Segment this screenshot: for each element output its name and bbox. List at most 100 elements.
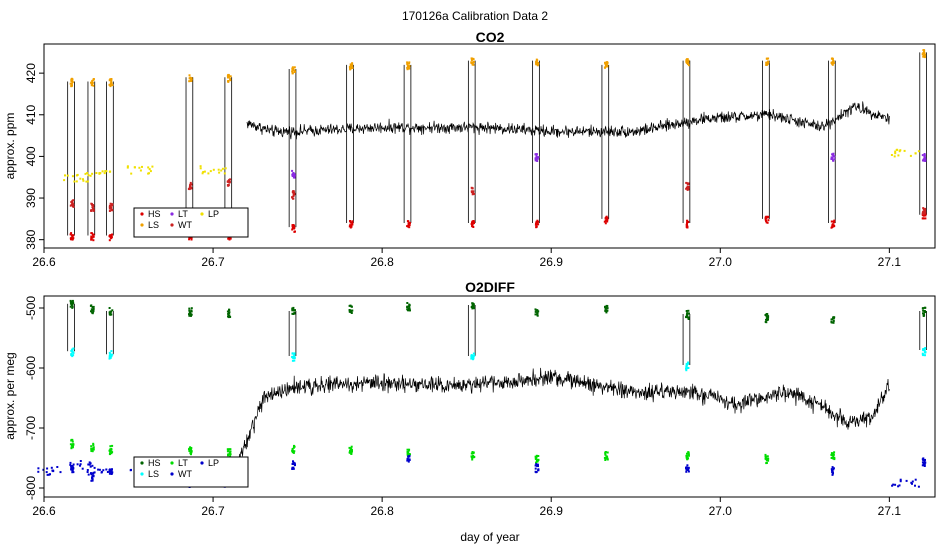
co2-ls-point <box>90 78 95 87</box>
o2diff-lp-point <box>69 460 94 470</box>
co2-ls-point <box>830 57 835 66</box>
o2diff-hs-sample <box>188 307 191 310</box>
co2-hs-sample <box>350 225 353 228</box>
o2diff-wt-point <box>70 465 75 474</box>
co2-ls-sample <box>686 58 689 61</box>
co2-ls-sample <box>470 59 473 62</box>
o2diff-lt-sample <box>70 446 73 449</box>
co2-lp-sample <box>199 165 202 168</box>
co2-ls-sample <box>408 67 411 70</box>
o2diff-legend-label: WT <box>178 469 192 479</box>
co2-wt-point <box>187 181 193 191</box>
co2-lp-sample <box>82 178 84 181</box>
o2diff-hs-sample <box>472 302 474 305</box>
o2diff-wt-sample <box>831 473 834 476</box>
co2-ls-sample <box>188 74 191 77</box>
co2-lt-sample <box>291 175 294 177</box>
o2diff-x-tick-label: 27.0 <box>709 504 733 518</box>
o2diff-wt-sample <box>924 461 927 464</box>
o2diff-hs-sample <box>767 318 769 321</box>
o2diff-hs-sample <box>606 307 609 310</box>
co2-hs-sample <box>90 238 93 241</box>
co2-hs-sample <box>108 235 111 238</box>
co2-hs-sample <box>764 217 767 219</box>
co2-ls-sample <box>189 80 192 82</box>
o2diff-lt-sample <box>535 460 538 463</box>
co2-hs-sample <box>407 222 410 225</box>
o2diff-wt-sample <box>923 460 926 463</box>
o2diff-lt-sample <box>830 453 833 456</box>
co2-hs-point <box>348 220 354 229</box>
co2-hs-point <box>685 219 690 229</box>
co2-lt-sample <box>534 153 537 156</box>
co2-hs-sample <box>831 224 834 227</box>
o2diff-hs-sample <box>408 305 411 308</box>
o2diff-lp-sample <box>899 480 902 483</box>
o2diff-lp-sample <box>87 463 90 466</box>
co2-hs-sample <box>349 224 352 227</box>
co2-lp-point <box>126 165 154 175</box>
co2-ls-sample <box>605 64 607 67</box>
o2diff-ls-sample <box>110 350 113 353</box>
co2-ls-sample <box>91 84 94 87</box>
co2-hs-sample <box>765 215 768 218</box>
o2diff-ls-point <box>470 352 476 361</box>
o2diff-ls-sample <box>293 356 296 359</box>
co2-hs-sample <box>72 237 75 240</box>
co2-ls-point <box>921 49 927 59</box>
o2diff-lt-point <box>291 444 296 454</box>
o2diff-legend-marker <box>200 461 204 465</box>
o2diff-wt-sample <box>831 466 834 469</box>
co2-hs-sample <box>685 224 688 227</box>
o2diff-lp-sample <box>911 482 913 485</box>
o2diff-lt-sample <box>292 451 295 454</box>
co2-x-tick-label: 27.1 <box>878 255 902 269</box>
o2diff-lt-sample <box>472 454 475 457</box>
o2diff-hs-sample <box>188 309 191 312</box>
co2-ls-sample <box>686 63 689 65</box>
co2-hs-point <box>470 220 475 228</box>
co2-ls-sample <box>109 85 112 88</box>
o2diff-wt-sample <box>685 468 688 471</box>
co2-ls-sample <box>470 61 473 64</box>
co2-lt-point <box>291 169 296 179</box>
co2-lt-sample <box>831 157 834 160</box>
co2-ls-sample <box>350 63 353 66</box>
o2diff-hs-sample <box>765 315 768 318</box>
co2-lp-sample <box>141 165 143 168</box>
o2diff-wt-sample <box>687 467 690 470</box>
co2-hs-sample <box>606 220 609 223</box>
o2diff-lt-sample <box>764 457 767 460</box>
co2-lp-sample <box>894 152 897 155</box>
o2diff-lt-point <box>69 438 75 450</box>
co2-hs-sample <box>69 233 72 236</box>
o2diff-lt-sample <box>406 453 409 456</box>
co2-lp-sample <box>201 172 204 175</box>
o2diff-ls-sample <box>291 359 294 362</box>
o2diff-wt-sample <box>90 479 93 482</box>
co2-hs-sample <box>604 217 607 220</box>
co2-lp-sample <box>104 170 107 173</box>
o2diff-hs-sample <box>228 308 231 311</box>
o2diff-wt-sample <box>406 459 409 462</box>
o2diff-lt-point <box>188 446 193 456</box>
o2diff-wt-sample <box>110 473 113 475</box>
co2-y-axis-label: approx. ppm <box>3 113 17 180</box>
co2-ls-sample <box>471 57 474 60</box>
co2-ls-sample <box>408 65 411 68</box>
o2diff-ls-sample <box>687 362 690 365</box>
co2-hs-sample <box>922 217 925 220</box>
o2diff-lt-point <box>348 445 353 455</box>
co2-lt-sample <box>921 154 924 157</box>
o2diff-lt-sample <box>470 452 473 455</box>
co2-lt-sample <box>830 156 833 159</box>
co2-ls-sample <box>110 82 113 85</box>
co2-hs-sample <box>406 225 409 228</box>
o2diff-lp-point <box>891 478 920 488</box>
o2diff-hs-sample <box>228 311 230 314</box>
co2-ls-sample <box>406 67 409 70</box>
o2diff-hs-sample <box>294 309 296 312</box>
o2diff-wt-point <box>291 460 296 470</box>
o2diff-lt-sample <box>226 448 229 451</box>
co2-ls-sample <box>923 54 926 57</box>
